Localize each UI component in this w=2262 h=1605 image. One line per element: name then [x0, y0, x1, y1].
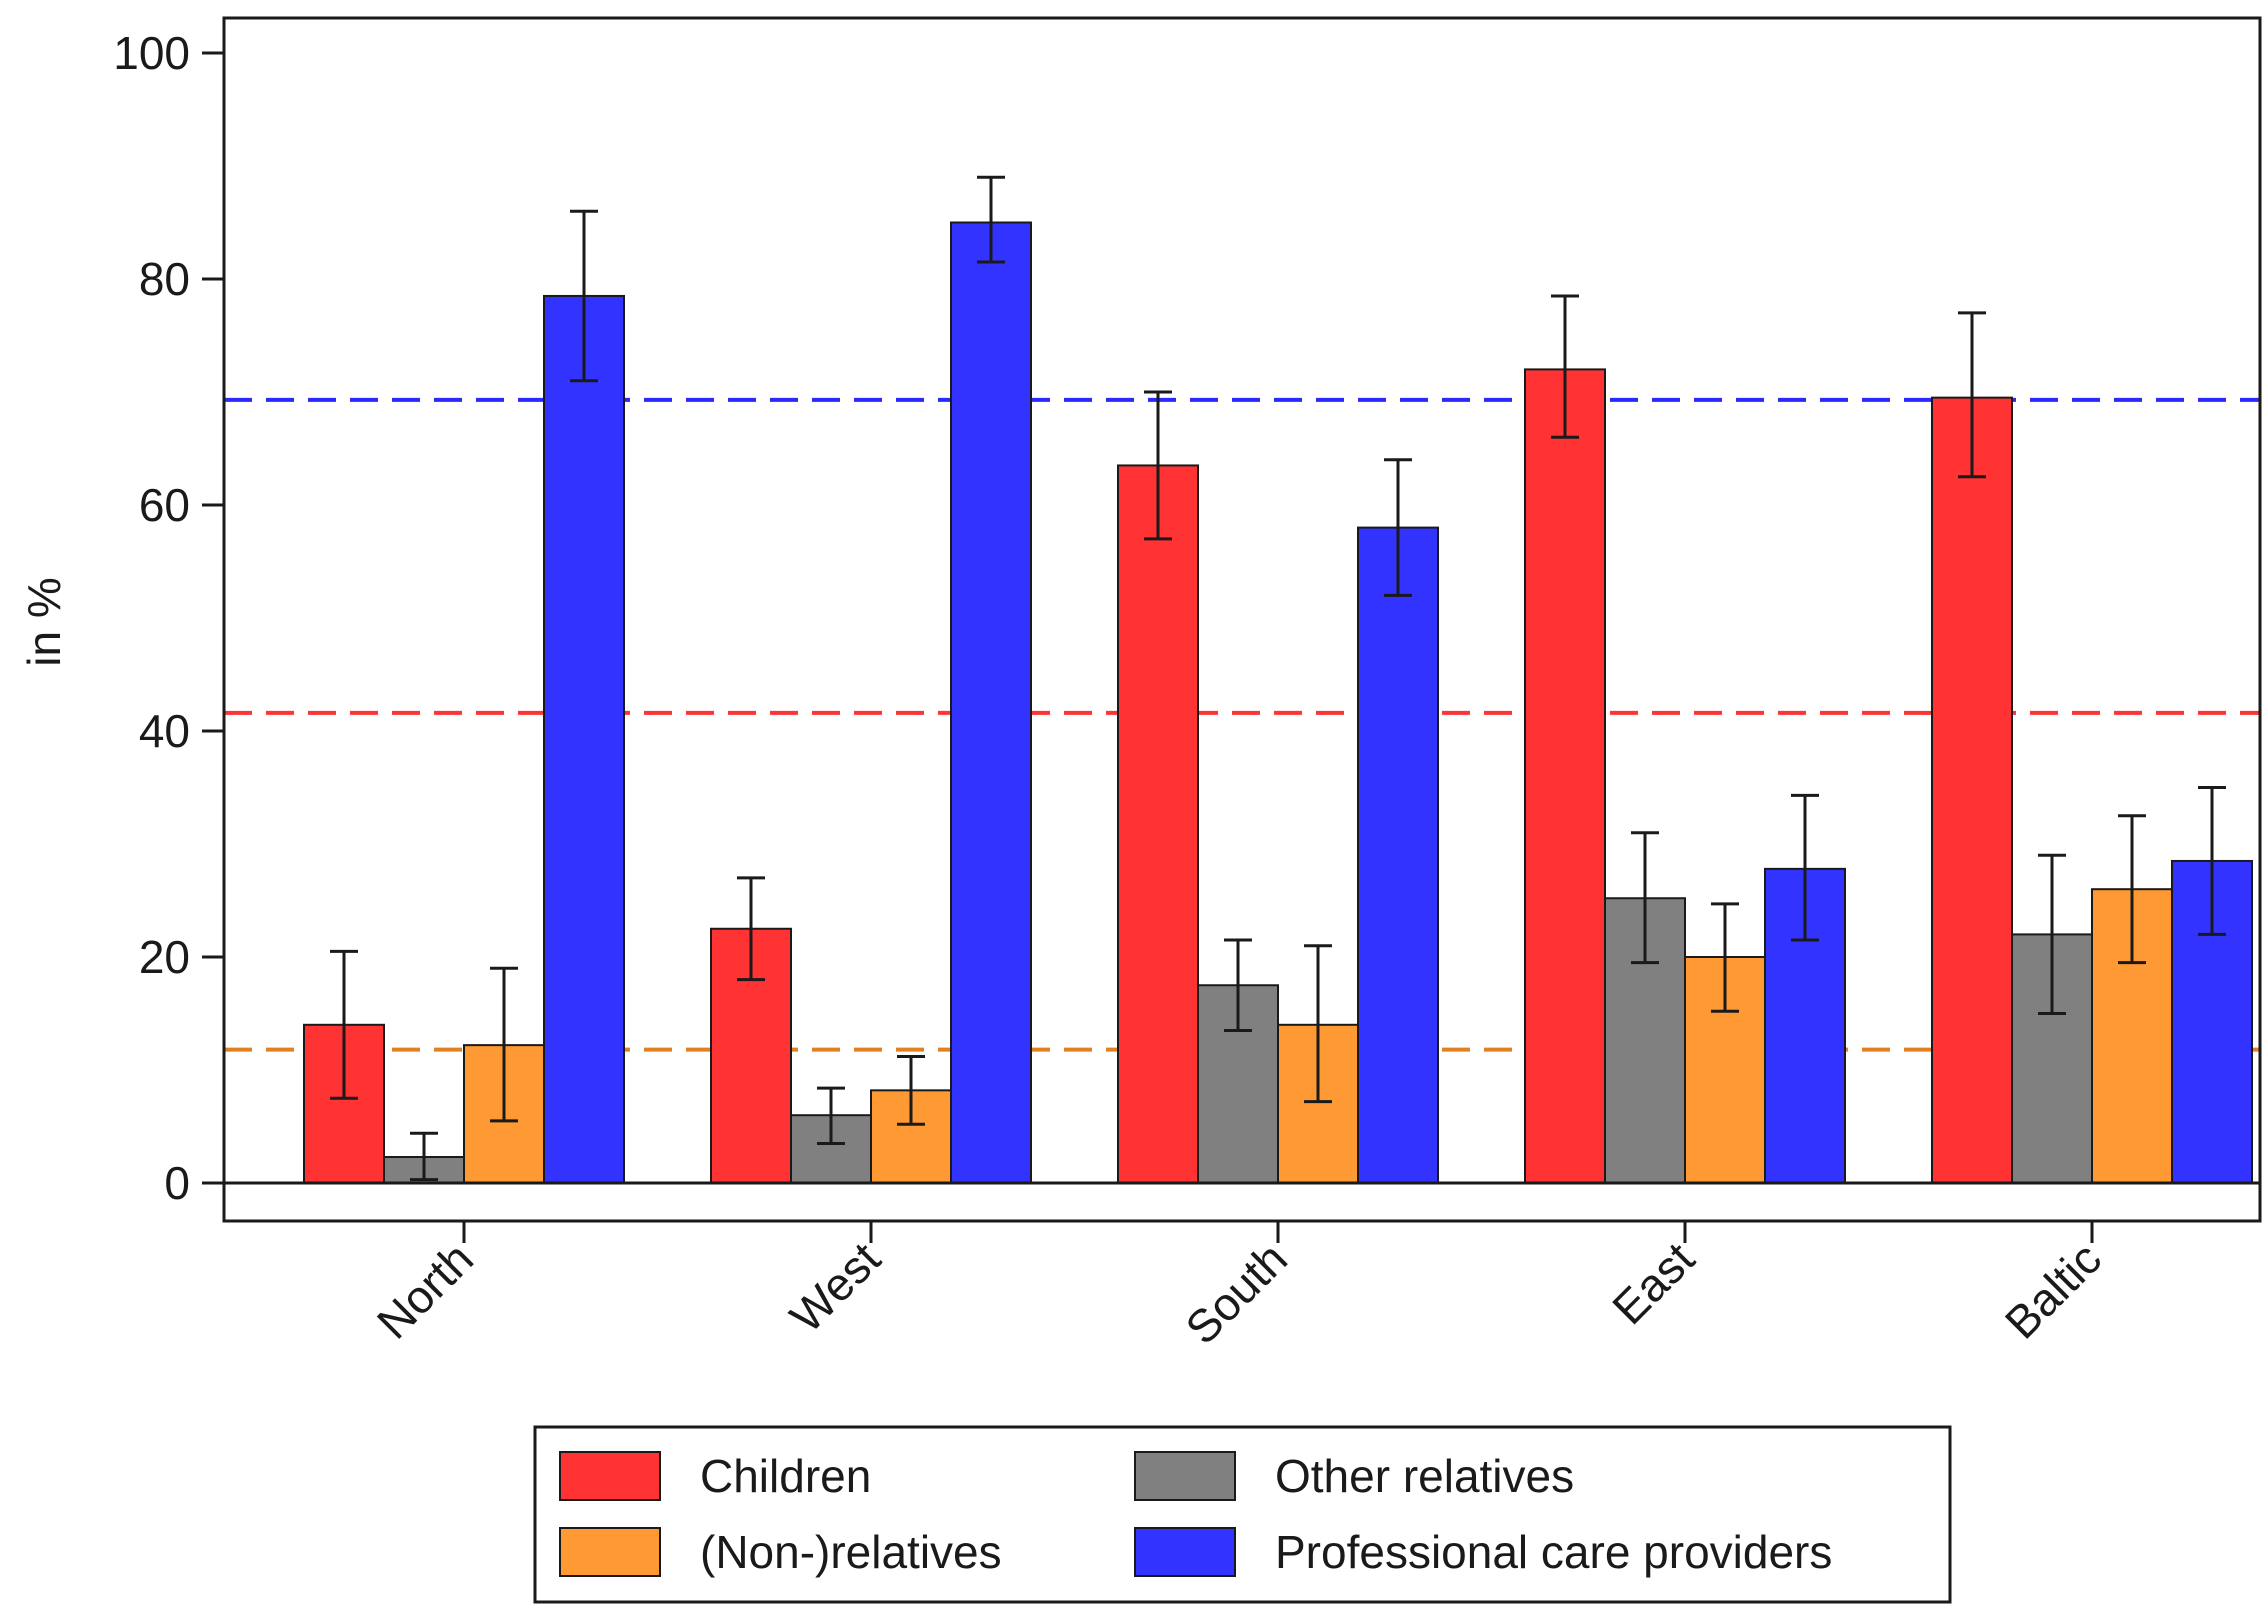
legend-swatch-other-relatives — [1134, 1451, 1236, 1501]
x-tick-label-east: East — [1602, 1232, 1704, 1334]
y-tick-label-0: 0 — [164, 1157, 190, 1209]
bar-north-professional-care-providers — [543, 294, 625, 1184]
y-axis-label: in % — [18, 577, 70, 666]
bars — [303, 221, 2253, 1185]
x-tick-label-baltic: Baltic — [1995, 1232, 2111, 1348]
bar-baltic-children — [1931, 396, 2013, 1184]
legend-label-non-relatives: (Non-)relatives — [700, 1526, 1002, 1578]
legend-label-other-relatives: Other relatives — [1275, 1450, 1574, 1502]
x-tick-label-south: South — [1175, 1232, 1297, 1354]
legend-swatch-children — [559, 1451, 661, 1501]
x-axis: North West South East Baltic — [367, 1221, 2111, 1354]
legend-swatch-professional-care-providers — [1134, 1527, 1236, 1577]
y-axis: 0 20 40 60 80 100 — [113, 27, 224, 1209]
y-tick-label-40: 40 — [139, 705, 190, 757]
legend: Children Other relatives (Non-)relatives Pr… — [533, 1425, 1952, 1604]
plot-frame — [222, 16, 2262, 1223]
legend-frame — [533, 1425, 1952, 1604]
legend-label-children: Children — [700, 1450, 871, 1502]
legend-label-professional-care-providers: Professional care providers — [1275, 1526, 1832, 1578]
error-bars — [330, 175, 2226, 1182]
x-tick-label-west: West — [780, 1232, 890, 1342]
x-tick-label-north: North — [367, 1232, 483, 1348]
y-tick-label-60: 60 — [139, 479, 190, 531]
y-tick-label-80: 80 — [139, 253, 190, 305]
y-tick-label-100: 100 — [113, 27, 190, 79]
y-tick-label-20: 20 — [139, 931, 190, 983]
bar-east-children — [1524, 368, 1606, 1184]
bar-west-professional-care-providers — [950, 221, 1032, 1184]
bar-south-professional-care-providers — [1357, 526, 1439, 1184]
bar-south-children — [1117, 464, 1199, 1184]
legend-swatch-non-relatives — [559, 1527, 661, 1577]
